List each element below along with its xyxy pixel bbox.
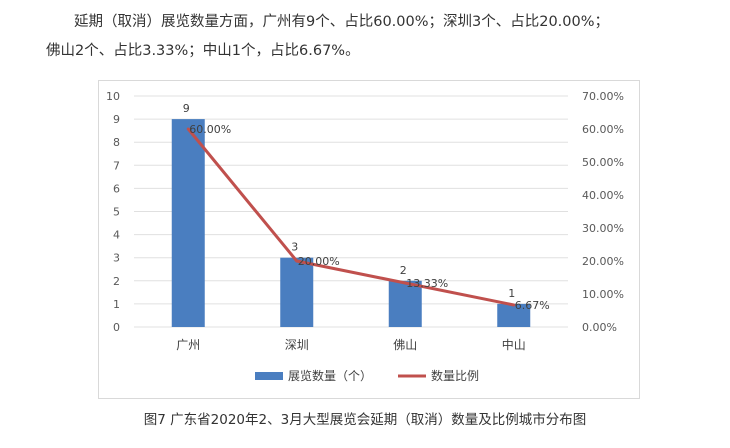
ratio-point [403,281,407,285]
left-tick-label: 3 [113,252,120,265]
left-tick-label: 4 [113,229,120,242]
right-tick-label: 40.00% [582,189,624,202]
left-tick-label: 6 [113,182,120,195]
figure-caption: 图7 广东省2020年2、3月大型展览会延期（取消）数量及比例城市分布图 [143,412,587,428]
ratio-value-label: 6.67% [515,299,550,312]
ratio-point [295,259,299,263]
line-series [186,127,516,307]
category-label: 深圳 [285,338,309,352]
left-tick-label: 0 [113,321,120,334]
bar-深圳 [280,257,314,327]
right-tick-label: 70.00% [582,90,624,103]
ratio-value-label: 13.33% [406,277,448,290]
left-tick-label: 5 [113,206,120,219]
bar-value-label: 9 [183,102,190,115]
left-axis-ticks: 0 1 2 3 4 5 6 7 8 9 10 [106,90,120,334]
category-label: 中山 [502,337,526,352]
left-tick-label: 7 [113,159,120,172]
bar-value-label: 2 [400,264,407,277]
category-label: 佛山 [393,338,417,352]
bar-佛山 [388,280,422,327]
data-labels: 9 3 2 1 60.00% 20.00% 13.33% 6.67% [183,102,550,312]
bar-广州 [171,119,205,327]
category-label: 广州 [176,338,200,352]
legend-bar-label: 展览数量（个） [288,368,372,383]
right-tick-label: 60.00% [582,123,624,136]
right-tick-label: 20.00% [582,255,624,268]
left-tick-label: 8 [113,136,120,149]
ratio-point [186,127,190,131]
legend-line-label: 数量比例 [431,368,479,383]
left-tick-label: 2 [113,275,120,288]
summary-line-2: 佛山2个、占比3.33%；中山1个，占比6.67%。 [46,43,360,59]
right-axis-ticks: 0.00% 10.00% 20.00% 30.00% 40.00% 50.00% 60.00… [582,90,624,334]
bar-series [171,119,531,327]
ratio-value-label: 20.00% [298,255,340,268]
bar-中山 [497,303,531,327]
legend: 展览数量（个） 数量比例 [255,368,479,383]
gridlines [134,95,568,328]
left-tick-label: 9 [113,113,120,126]
summary-paragraph: 延期（取消）展览数量方面，广州有9个、占比60.00%；深圳3个、占比20.00… [46,8,716,66]
right-tick-label: 30.00% [582,222,624,235]
category-labels: 广州 深圳 佛山 中山 [176,337,526,352]
left-tick-label: 1 [113,298,120,311]
right-tick-label: 10.00% [582,288,624,301]
ratio-value-label: 60.00% [189,123,231,136]
right-tick-label: 0.00% [582,321,617,334]
left-tick-label: 10 [106,90,120,103]
legend-bar-swatch [255,372,283,380]
bar-value-label: 1 [508,287,515,300]
summary-line-1: 延期（取消）展览数量方面，广州有9个、占比60.00%；深圳3个、占比20.00… [74,14,610,30]
right-tick-label: 50.00% [582,156,624,169]
bar-value-label: 3 [291,241,298,254]
ratio-point [512,303,516,307]
ratio-line [187,128,515,307]
